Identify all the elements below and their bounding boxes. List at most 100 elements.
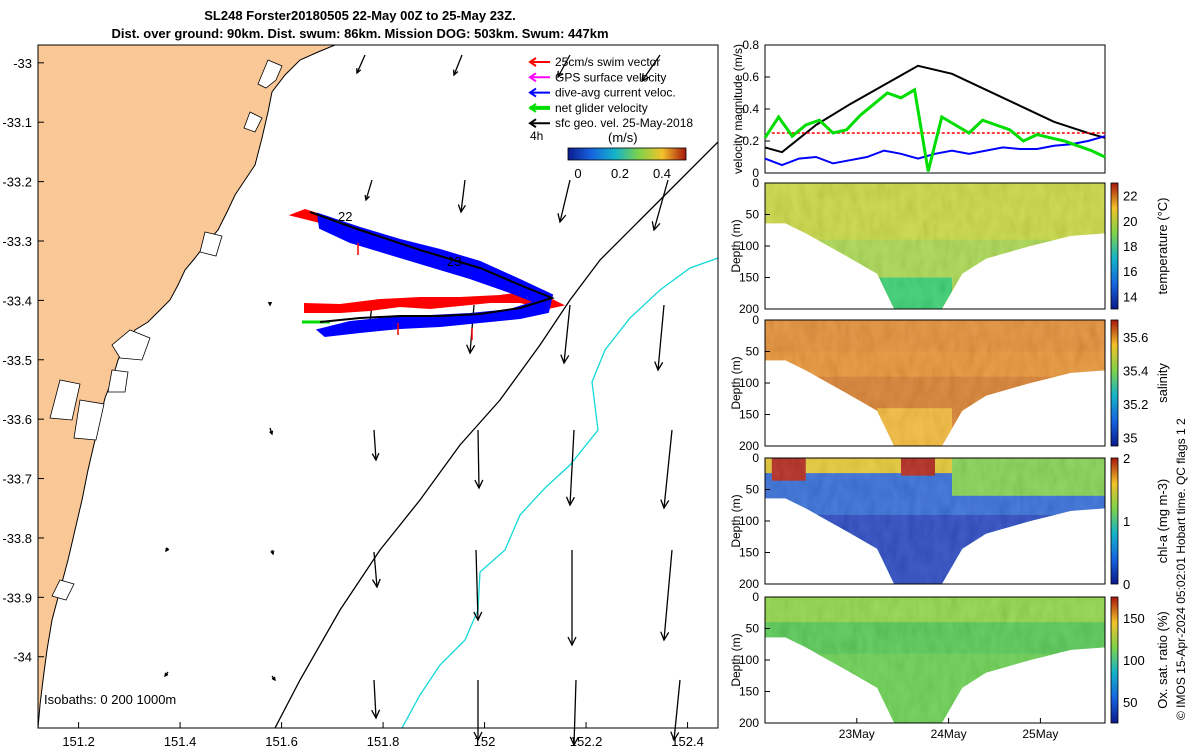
geo-velocity-arrow (473, 549, 483, 622)
section-ytick-label: 150 (739, 408, 759, 422)
day-label-23: 23 (447, 254, 461, 269)
section-colorbar-label: chl-a (mg m-3) (1155, 479, 1170, 564)
map-colorbar-tick: 0.4 (653, 166, 671, 181)
legend-item: 25cm/s swim vector (528, 55, 660, 69)
geo-velocity-arrow (567, 550, 577, 647)
section-ytick-label: 0 (752, 590, 759, 604)
legend-item: GPS surface velocity (528, 70, 666, 84)
lake (257, 59, 283, 89)
map-xtick-label: 152.2 (570, 734, 603, 749)
map-xtick-label: 151.2 (62, 734, 95, 749)
glider-track (288, 208, 565, 340)
velocity-ytick-label: 0.6 (742, 70, 759, 84)
lake (111, 329, 151, 361)
section-ytick-label: 200 (739, 577, 759, 591)
section-ytick-label: 150 (739, 546, 759, 560)
map-xtick-label: 151.8 (367, 734, 400, 749)
map-ytick-label: -33.3 (2, 234, 32, 249)
isobaths-label: Isobaths: 0 200 1000m (44, 692, 176, 707)
legend-item: net glider velocity (528, 101, 648, 115)
map-ytick-label: -33.6 (2, 412, 32, 427)
section-colorbar-label: temperature (°C) (1155, 198, 1170, 295)
velocity-series-line (764, 135, 1106, 167)
chart-title-line1: SL248 Forster20180505 22-May 00Z to 25-M… (204, 8, 516, 23)
current-velocity-band (315, 212, 554, 338)
section-ytick-label: 0 (752, 313, 759, 327)
geo-velocity-arrow (271, 675, 276, 682)
section-colorbar-tick: 35.4 (1123, 363, 1148, 378)
geo-velocity-arrow (474, 429, 484, 490)
geo-velocity-arrow (569, 679, 579, 747)
legend-extra: 4h (530, 129, 543, 143)
legend-label: net glider velocity (555, 101, 648, 115)
geo-velocity-arrow (557, 54, 571, 79)
map-ytick-label: -33.7 (2, 472, 32, 487)
map-ytick-label: -34 (13, 650, 32, 665)
section-ytick-label: 100 (739, 653, 759, 667)
velocity-ytick-label: 0.8 (742, 38, 759, 52)
geo-velocity-arrow (364, 179, 373, 202)
section-colorbar-tick: 1 (1123, 514, 1130, 529)
section-colorbar-tick: 35.2 (1123, 397, 1148, 412)
glider-path (309, 211, 555, 323)
section-colorbar-tick: 16 (1123, 264, 1137, 279)
geo-velocity-arrow (557, 179, 571, 224)
section-colorbar-label: Ox. sat. ratio (%) (1155, 611, 1170, 709)
velocity-series-line (763, 87, 1106, 172)
lake (49, 379, 81, 421)
section-xtick-label: 23May (839, 727, 875, 741)
colorbar-label: (m/s) (608, 130, 638, 145)
legend-item: dive-avg current veloc. (528, 86, 676, 100)
legend-label: sfc geo. vel. 25-May-2018 (555, 116, 693, 130)
map-colorbar-tick: 0.2 (611, 166, 629, 181)
section-panel: 0 50 100 150 200 Depth (m) 0 1 2 chl-a (mg m-3) (729, 451, 1170, 592)
section-ytick-label: 0 (752, 176, 759, 190)
section-ytick-label: 200 (739, 716, 759, 730)
geo-velocity-arrow (670, 679, 681, 742)
legend-item: sfc geo. vel. 25-May-2018 (528, 116, 693, 130)
section-ytick-label: 150 (739, 685, 759, 699)
map-axes: 151.2 151.4 151.6 151.8 152 152.2 152.4 -33 -33.… (2, 56, 703, 749)
section-colorbar-tick: 0 (1123, 577, 1130, 592)
map-colorbar-ticks: 0 0.2 0.4 (574, 166, 671, 181)
geo-velocity-arrow (560, 304, 571, 365)
section-ytick-label: 50 (746, 208, 760, 222)
section-colorbar-tick: 100 (1123, 653, 1145, 668)
lake (107, 369, 129, 393)
geo-velocity-arrow (452, 54, 463, 77)
section-colorbar-tick: 50 (1123, 695, 1137, 710)
lake (73, 399, 105, 441)
geo-velocity-arrow (651, 179, 669, 232)
geo-velocity-arrow (270, 549, 275, 556)
map-ytick-label: -33.1 (2, 115, 32, 130)
map-xtick-label: 151.6 (265, 734, 298, 749)
section-colorbar (1110, 182, 1119, 310)
geo-velocity-arrow (356, 54, 366, 75)
velocity-ytick-label: 0 (752, 166, 759, 180)
copyright-text: © IMOS 15-Apr-2024 05:02:01 Hobart time.… (1174, 418, 1188, 720)
geo-velocity-arrow (654, 304, 665, 372)
section-colorbar-tick: 22 (1123, 189, 1137, 204)
isobath-200m (274, 141, 718, 728)
section-colorbar-tick: 14 (1123, 289, 1137, 304)
velocity-ytick-label: 0.2 (742, 134, 759, 148)
section-colorbar-tick: 20 (1123, 214, 1137, 229)
geo-velocity-arrow (466, 304, 476, 355)
section-panel: 0 50 100 150 200 Depth (m) 35 35.2 35.4 35.6 salin… (729, 313, 1170, 453)
map-ytick-label: -33.2 (2, 175, 32, 190)
chart-title-line2: Dist. over ground: 90km. Dist. swum: 86k… (111, 26, 609, 41)
section-colorbar-tick: 35 (1123, 431, 1137, 446)
velocity-series-line (764, 64, 1106, 154)
section-colorbar-tick: 35.6 (1123, 330, 1148, 345)
lake (243, 111, 263, 133)
section-colorbar (1110, 596, 1119, 724)
section-colorbar-tick: 2 (1123, 451, 1130, 466)
geo-velocity-arrow (371, 679, 381, 720)
map-colorbar (567, 147, 687, 161)
geostrophic-arrows (164, 54, 681, 747)
geo-velocity-arrow (267, 301, 273, 307)
section-ylabel: Depth (m) (729, 494, 743, 547)
